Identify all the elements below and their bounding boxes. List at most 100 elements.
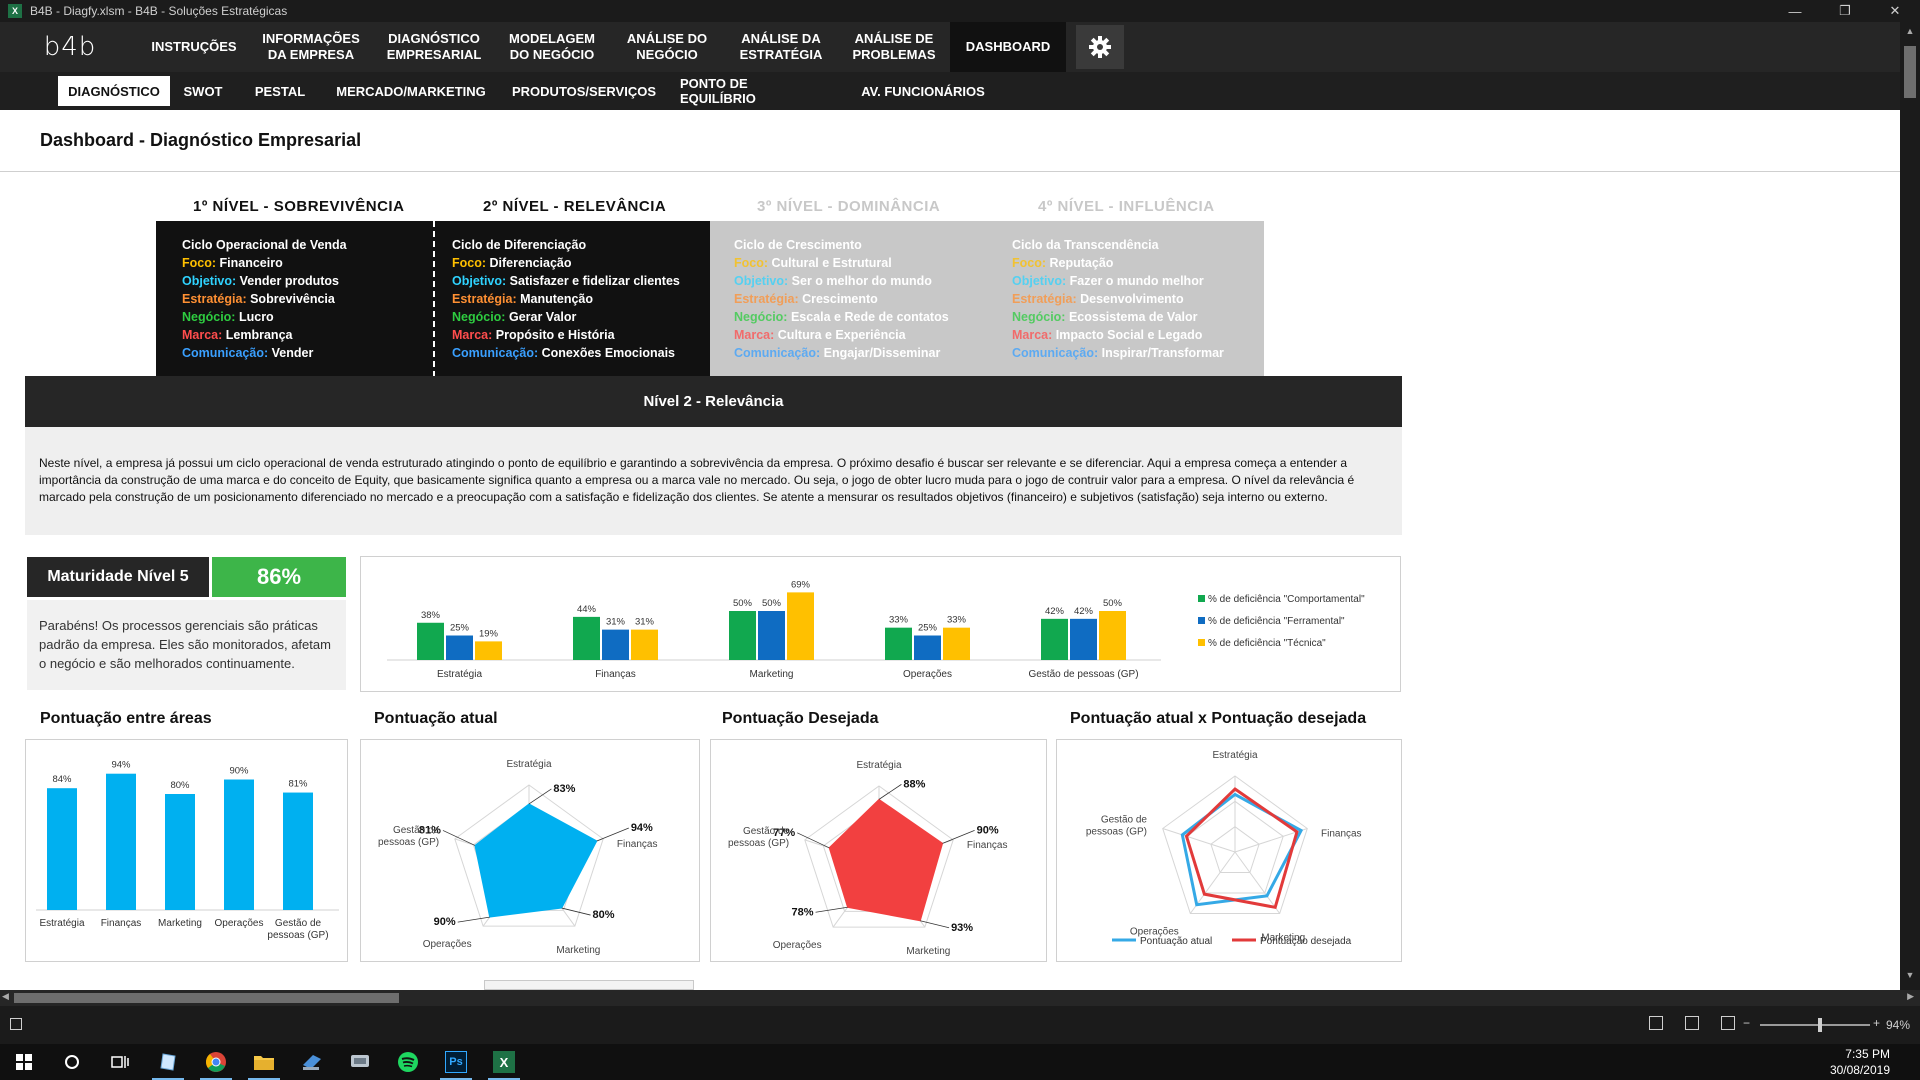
radar-data-label: 78% bbox=[792, 906, 814, 918]
zoom-out-button[interactable]: − bbox=[1742, 1016, 1750, 1030]
view-switcher bbox=[1649, 1016, 1735, 1030]
bar-data-label: 50% bbox=[733, 598, 753, 609]
nav-informacoes-empresa[interactable]: INFORMAÇÕES DA EMPRESA bbox=[248, 22, 374, 72]
bar-data-label: 31% bbox=[635, 617, 655, 628]
objective-row: Objetivo: Satisfazer e fidelizar cliente… bbox=[452, 272, 710, 290]
brand-row: Marca: Cultura e Experiência bbox=[734, 326, 994, 344]
close-button[interactable]: ✕ bbox=[1889, 3, 1901, 18]
normal-view-icon[interactable] bbox=[1649, 1016, 1663, 1030]
restore-button[interactable]: ❐ bbox=[1839, 3, 1851, 18]
photoshop-icon[interactable]: Ps bbox=[432, 1044, 480, 1080]
focus-row: Foco: Financeiro bbox=[182, 254, 433, 272]
tab-av-funcionarios[interactable]: AV. FUNCIONÁRIOS bbox=[861, 83, 985, 99]
search-circle-icon[interactable] bbox=[48, 1044, 96, 1080]
scroll-right-icon[interactable]: ▶ bbox=[1907, 991, 1914, 1001]
system-clock[interactable]: 7:35 PM 30/08/2019 bbox=[1830, 1046, 1890, 1078]
clock-date: 30/08/2019 bbox=[1829, 1063, 1890, 1077]
deficiency-bar bbox=[885, 627, 912, 660]
business-value: Lucro bbox=[238, 310, 274, 324]
b4b-logo[interactable]: b4b bbox=[43, 32, 97, 62]
nav-label: DA EMPRESA bbox=[267, 47, 355, 62]
horizontal-scrollbar[interactable]: ◀ ▶ bbox=[0, 990, 1920, 1006]
nav-modelagem-negocio[interactable]: MODELAGEM DO NEGÓCIO bbox=[494, 22, 610, 72]
business-row: Negócio: Gerar Valor bbox=[452, 308, 710, 326]
focus-value: Cultural e Estrutural bbox=[771, 256, 892, 270]
zoom-level[interactable]: 94% bbox=[1885, 1018, 1910, 1032]
nav-diagnostico-empresarial[interactable]: DIAGNÓSTICO EMPRESARIAL bbox=[374, 22, 494, 72]
radar-category-label: Operações bbox=[423, 939, 472, 950]
legend-swatch bbox=[1198, 639, 1205, 646]
category-tick-label: Finanças bbox=[101, 918, 142, 929]
tab-produtos-servicos[interactable]: PRODUTOS/SERVIÇOS bbox=[512, 83, 656, 99]
nav-analise-negocio[interactable]: ANÁLISE DO NEGÓCIO bbox=[610, 22, 724, 72]
radar-data-label: 94% bbox=[631, 822, 653, 834]
network-app-icon[interactable] bbox=[336, 1044, 384, 1080]
bar-data-label: 44% bbox=[577, 604, 597, 615]
page-header: Dashboard - Diagnóstico Empresarial bbox=[0, 110, 1900, 172]
app-glyph-icon bbox=[303, 1055, 321, 1070]
scroll-left-icon[interactable]: ◀ bbox=[2, 991, 9, 1001]
task-view-icon[interactable] bbox=[96, 1044, 144, 1080]
zoom-slider[interactable] bbox=[1760, 1018, 1870, 1032]
nav-instrucoes[interactable]: INSTRUÇÕES bbox=[140, 22, 248, 72]
app-icon[interactable] bbox=[288, 1044, 336, 1080]
nav-label: NEGÓCIO bbox=[636, 47, 698, 62]
spotify-icon[interactable] bbox=[384, 1044, 432, 1080]
status-bar: − + 94% bbox=[0, 1006, 1920, 1044]
scroll-up-icon[interactable]: ▲ bbox=[1905, 26, 1915, 36]
excel-icon[interactable]: X bbox=[480, 1044, 528, 1080]
tab-swot[interactable]: SWOT bbox=[183, 83, 223, 99]
windows-start-icon[interactable] bbox=[0, 1044, 48, 1080]
strategy-key: Estratégia: bbox=[452, 292, 517, 306]
settings-button[interactable] bbox=[1076, 25, 1124, 69]
bar-data-label: 33% bbox=[947, 615, 967, 626]
macro-record-icon[interactable] bbox=[10, 1018, 22, 1030]
file-explorer-icon[interactable] bbox=[240, 1044, 288, 1080]
bar-data-label: 42% bbox=[1074, 606, 1094, 617]
business-key: Negócio: bbox=[734, 310, 788, 324]
page-break-view-icon[interactable] bbox=[1721, 1016, 1735, 1030]
nav-label: EMPRESARIAL bbox=[386, 47, 482, 62]
focus-key: Foco: bbox=[734, 256, 769, 270]
strategy-value: Crescimento bbox=[802, 292, 878, 306]
area-bar bbox=[165, 794, 195, 910]
scroll-thumb[interactable] bbox=[1904, 46, 1916, 98]
communication-key: Comunicação: bbox=[182, 346, 269, 360]
focus-key: Foco: bbox=[182, 256, 217, 270]
minimize-button[interactable]: — bbox=[1788, 3, 1802, 19]
data-label-leader bbox=[596, 827, 629, 842]
category-tick-label: Marketing bbox=[750, 669, 794, 680]
zoom-in-button[interactable]: + bbox=[1872, 1016, 1880, 1030]
area-bar bbox=[47, 788, 77, 910]
nav-analise-problemas[interactable]: ANÁLISE DE PROBLEMAS bbox=[838, 22, 950, 72]
task-view-glyph-icon bbox=[111, 1056, 129, 1068]
excel-app-icon: X bbox=[8, 4, 22, 18]
business-key: Negócio: bbox=[1012, 310, 1066, 324]
category-tick-label: Marketing bbox=[158, 918, 202, 929]
window-title: B4B - Diagfy.xlsm - B4B - Soluções Estra… bbox=[30, 4, 288, 18]
tab-diagnostico[interactable]: DIAGNÓSTICO bbox=[58, 76, 170, 106]
nav-dashboard[interactable]: DASHBOARD bbox=[950, 22, 1066, 72]
category-tick-label: Finanças bbox=[595, 669, 636, 680]
category-tick-label: Operações bbox=[215, 918, 264, 929]
strategy-value: Desenvolvimento bbox=[1080, 292, 1184, 306]
vertical-scrollbar[interactable]: ▲ ▼ bbox=[1900, 22, 1920, 990]
tab-ponto-equilibrio[interactable]: PONTO DE EQUILÍBRIO bbox=[680, 76, 756, 106]
horizontal-scroll-thumb[interactable] bbox=[14, 993, 399, 1003]
level-1-box: Ciclo Operacional de Venda Foco: Finance… bbox=[156, 221, 433, 376]
strategy-row: Estratégia: Desenvolvimento bbox=[1012, 290, 1264, 308]
strategy-key: Estratégia: bbox=[734, 292, 799, 306]
nav-analise-estrategia[interactable]: ANÁLISE DA ESTRATÉGIA bbox=[724, 22, 838, 72]
radar-category-label: Operações bbox=[773, 940, 822, 951]
objective-key: Objetivo: bbox=[452, 274, 507, 288]
notepad-icon[interactable] bbox=[144, 1044, 192, 1080]
tab-mercado-marketing[interactable]: MERCADO/MARKETING bbox=[336, 83, 486, 99]
tab-pestal[interactable]: PESTAL bbox=[254, 83, 306, 99]
brand-value: Lembrança bbox=[225, 328, 293, 342]
chrome-icon[interactable] bbox=[192, 1044, 240, 1080]
bar-data-label: 42% bbox=[1045, 606, 1065, 617]
zoom-slider-knob[interactable] bbox=[1818, 1018, 1822, 1032]
scroll-down-icon[interactable]: ▼ bbox=[1905, 970, 1915, 980]
areas-chart-svg: 84% Estratégia 94% Finanças 80% Marketing 90% O… bbox=[36, 760, 339, 941]
page-layout-view-icon[interactable] bbox=[1685, 1016, 1699, 1030]
